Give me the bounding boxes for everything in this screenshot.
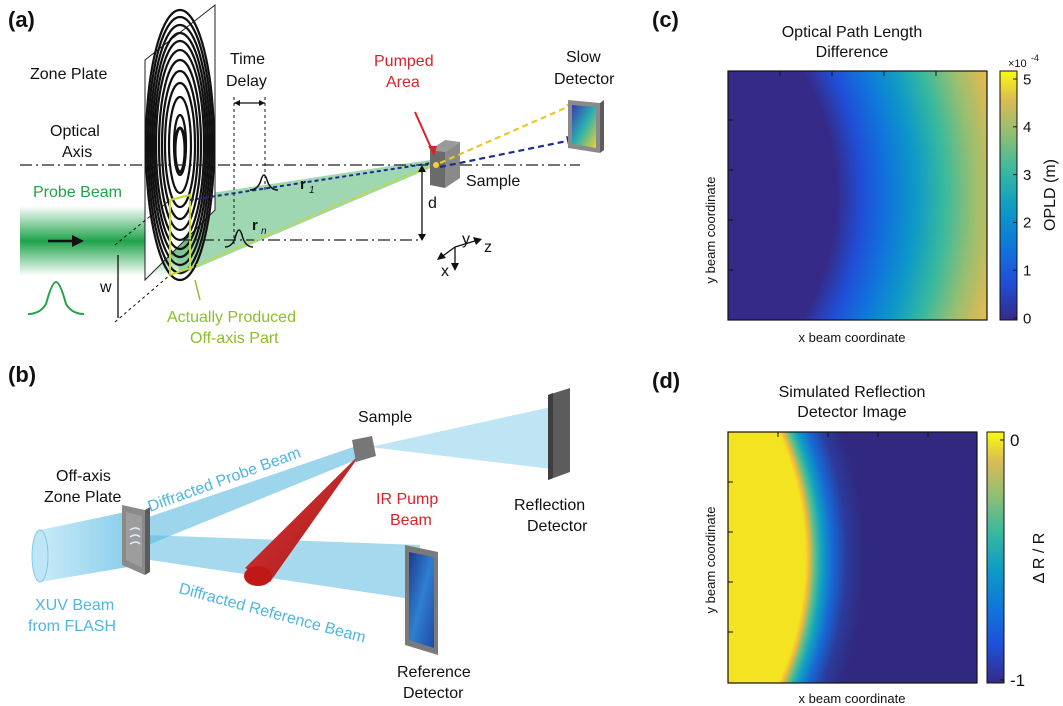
- reflection-detector-label-2: Detector: [527, 518, 588, 535]
- colorbar-tick-label: 0: [1010, 431, 1019, 450]
- chart-c-multiplier: ×10: [1008, 58, 1027, 70]
- reflection-detector: [548, 388, 570, 480]
- xuv-beam-label-2: from FLASH: [28, 618, 116, 635]
- chart-c-colorbar: [1000, 71, 1017, 320]
- chart-d-title-1: Simulated Reflection: [779, 384, 926, 401]
- sample-block-b: [352, 436, 376, 462]
- r1-subscript: 1: [309, 185, 315, 196]
- chart-d-title-2: Detector Image: [797, 404, 906, 421]
- w-label: w: [99, 279, 112, 296]
- colorbar-tick-label: 1: [1023, 262, 1031, 279]
- zone-plate-b-label-2: Zone Plate: [44, 489, 121, 506]
- panel-label-c: (c): [652, 7, 679, 32]
- chart-c-xlabel: x beam coordinate: [799, 330, 906, 345]
- slow-detector: [568, 100, 604, 153]
- optical-axis-label-2: Axis: [62, 144, 92, 161]
- reference-detector: [405, 545, 438, 655]
- colorbar-tick-label: -1: [1010, 671, 1025, 690]
- sample-label-a: Sample: [466, 173, 520, 190]
- rn-subscript: n: [261, 226, 267, 237]
- zone-plate: [145, 5, 215, 280]
- slow-detector-label-1: Slow: [566, 49, 601, 66]
- ir-pump-label-2: Beam: [390, 512, 432, 529]
- zone-plate-label: Zone Plate: [30, 66, 107, 83]
- off-axis-part-label-2: Off-axis Part: [190, 330, 279, 347]
- ir-pump-beam-end: [244, 566, 272, 586]
- probe-beam-label: Probe Beam: [33, 184, 122, 201]
- panel-label-a: (a): [8, 7, 35, 32]
- xuv-beam-label-1: XUV Beam: [35, 597, 114, 614]
- d-label: d: [428, 195, 437, 212]
- chart-c-exponent: -4: [1031, 53, 1039, 63]
- colorbar-tick-label: 3: [1023, 167, 1031, 184]
- ir-pump-label-1: IR Pump: [376, 491, 438, 508]
- slow-detector-label-2: Detector: [554, 71, 615, 88]
- colorbar-tick-label: 4: [1023, 119, 1031, 136]
- optical-axis-label-1: Optical: [50, 123, 100, 140]
- pumped-area-label-1: Pumped: [374, 53, 434, 70]
- zone-plate-b-label-1: Off-axis: [56, 468, 111, 485]
- panel-label-d: (d): [652, 368, 680, 393]
- time-delay-label-1: Time: [230, 51, 265, 68]
- diffracted-reference-label: Diffracted Reference Beam: [177, 580, 368, 646]
- chart-d-xlabel: x beam coordinate: [799, 691, 906, 706]
- chart-c-title-2: Difference: [816, 44, 889, 61]
- colorbar-tick-label: 0: [1023, 310, 1031, 327]
- colorbar-tick-label: 5: [1023, 71, 1031, 88]
- time-delay-label-2: Delay: [226, 73, 267, 90]
- off-axis-zone-plate: [122, 505, 150, 575]
- chart-d-colorbar-label: Δ R / R: [1031, 533, 1048, 584]
- chart-c-heatmap: [728, 71, 987, 320]
- colorbar-tick-label: 2: [1023, 215, 1031, 232]
- chart-c-title-1: Optical Path Length: [782, 24, 923, 41]
- reference-detector-label-2: Detector: [403, 685, 464, 702]
- chart-d-ylabel: y beam coordinate: [703, 507, 718, 614]
- rn-label: r: [252, 217, 258, 234]
- r1-label: r: [300, 176, 306, 193]
- axis-x-label: x: [441, 263, 449, 280]
- chart-d-colorbar: [987, 432, 1004, 683]
- gaussian-profile: [28, 282, 84, 314]
- axis-z-label: z: [484, 239, 492, 256]
- pumped-area-label-2: Area: [386, 74, 420, 91]
- off-axis-part-label-1: Actually Produced: [167, 309, 296, 326]
- chart-c-colorbar-label: OPLD (m): [1042, 159, 1059, 231]
- sample-label-b: Sample: [358, 409, 412, 426]
- chart-d-heatmap: [728, 432, 977, 683]
- panel-label-b: (b): [8, 362, 36, 387]
- reflection-detector-label-1: Reflection: [514, 497, 585, 514]
- reference-detector-label-1: Reference: [397, 664, 471, 681]
- axis-y-label: y: [462, 231, 470, 248]
- chart-c-ylabel: y beam coordinate: [703, 177, 718, 284]
